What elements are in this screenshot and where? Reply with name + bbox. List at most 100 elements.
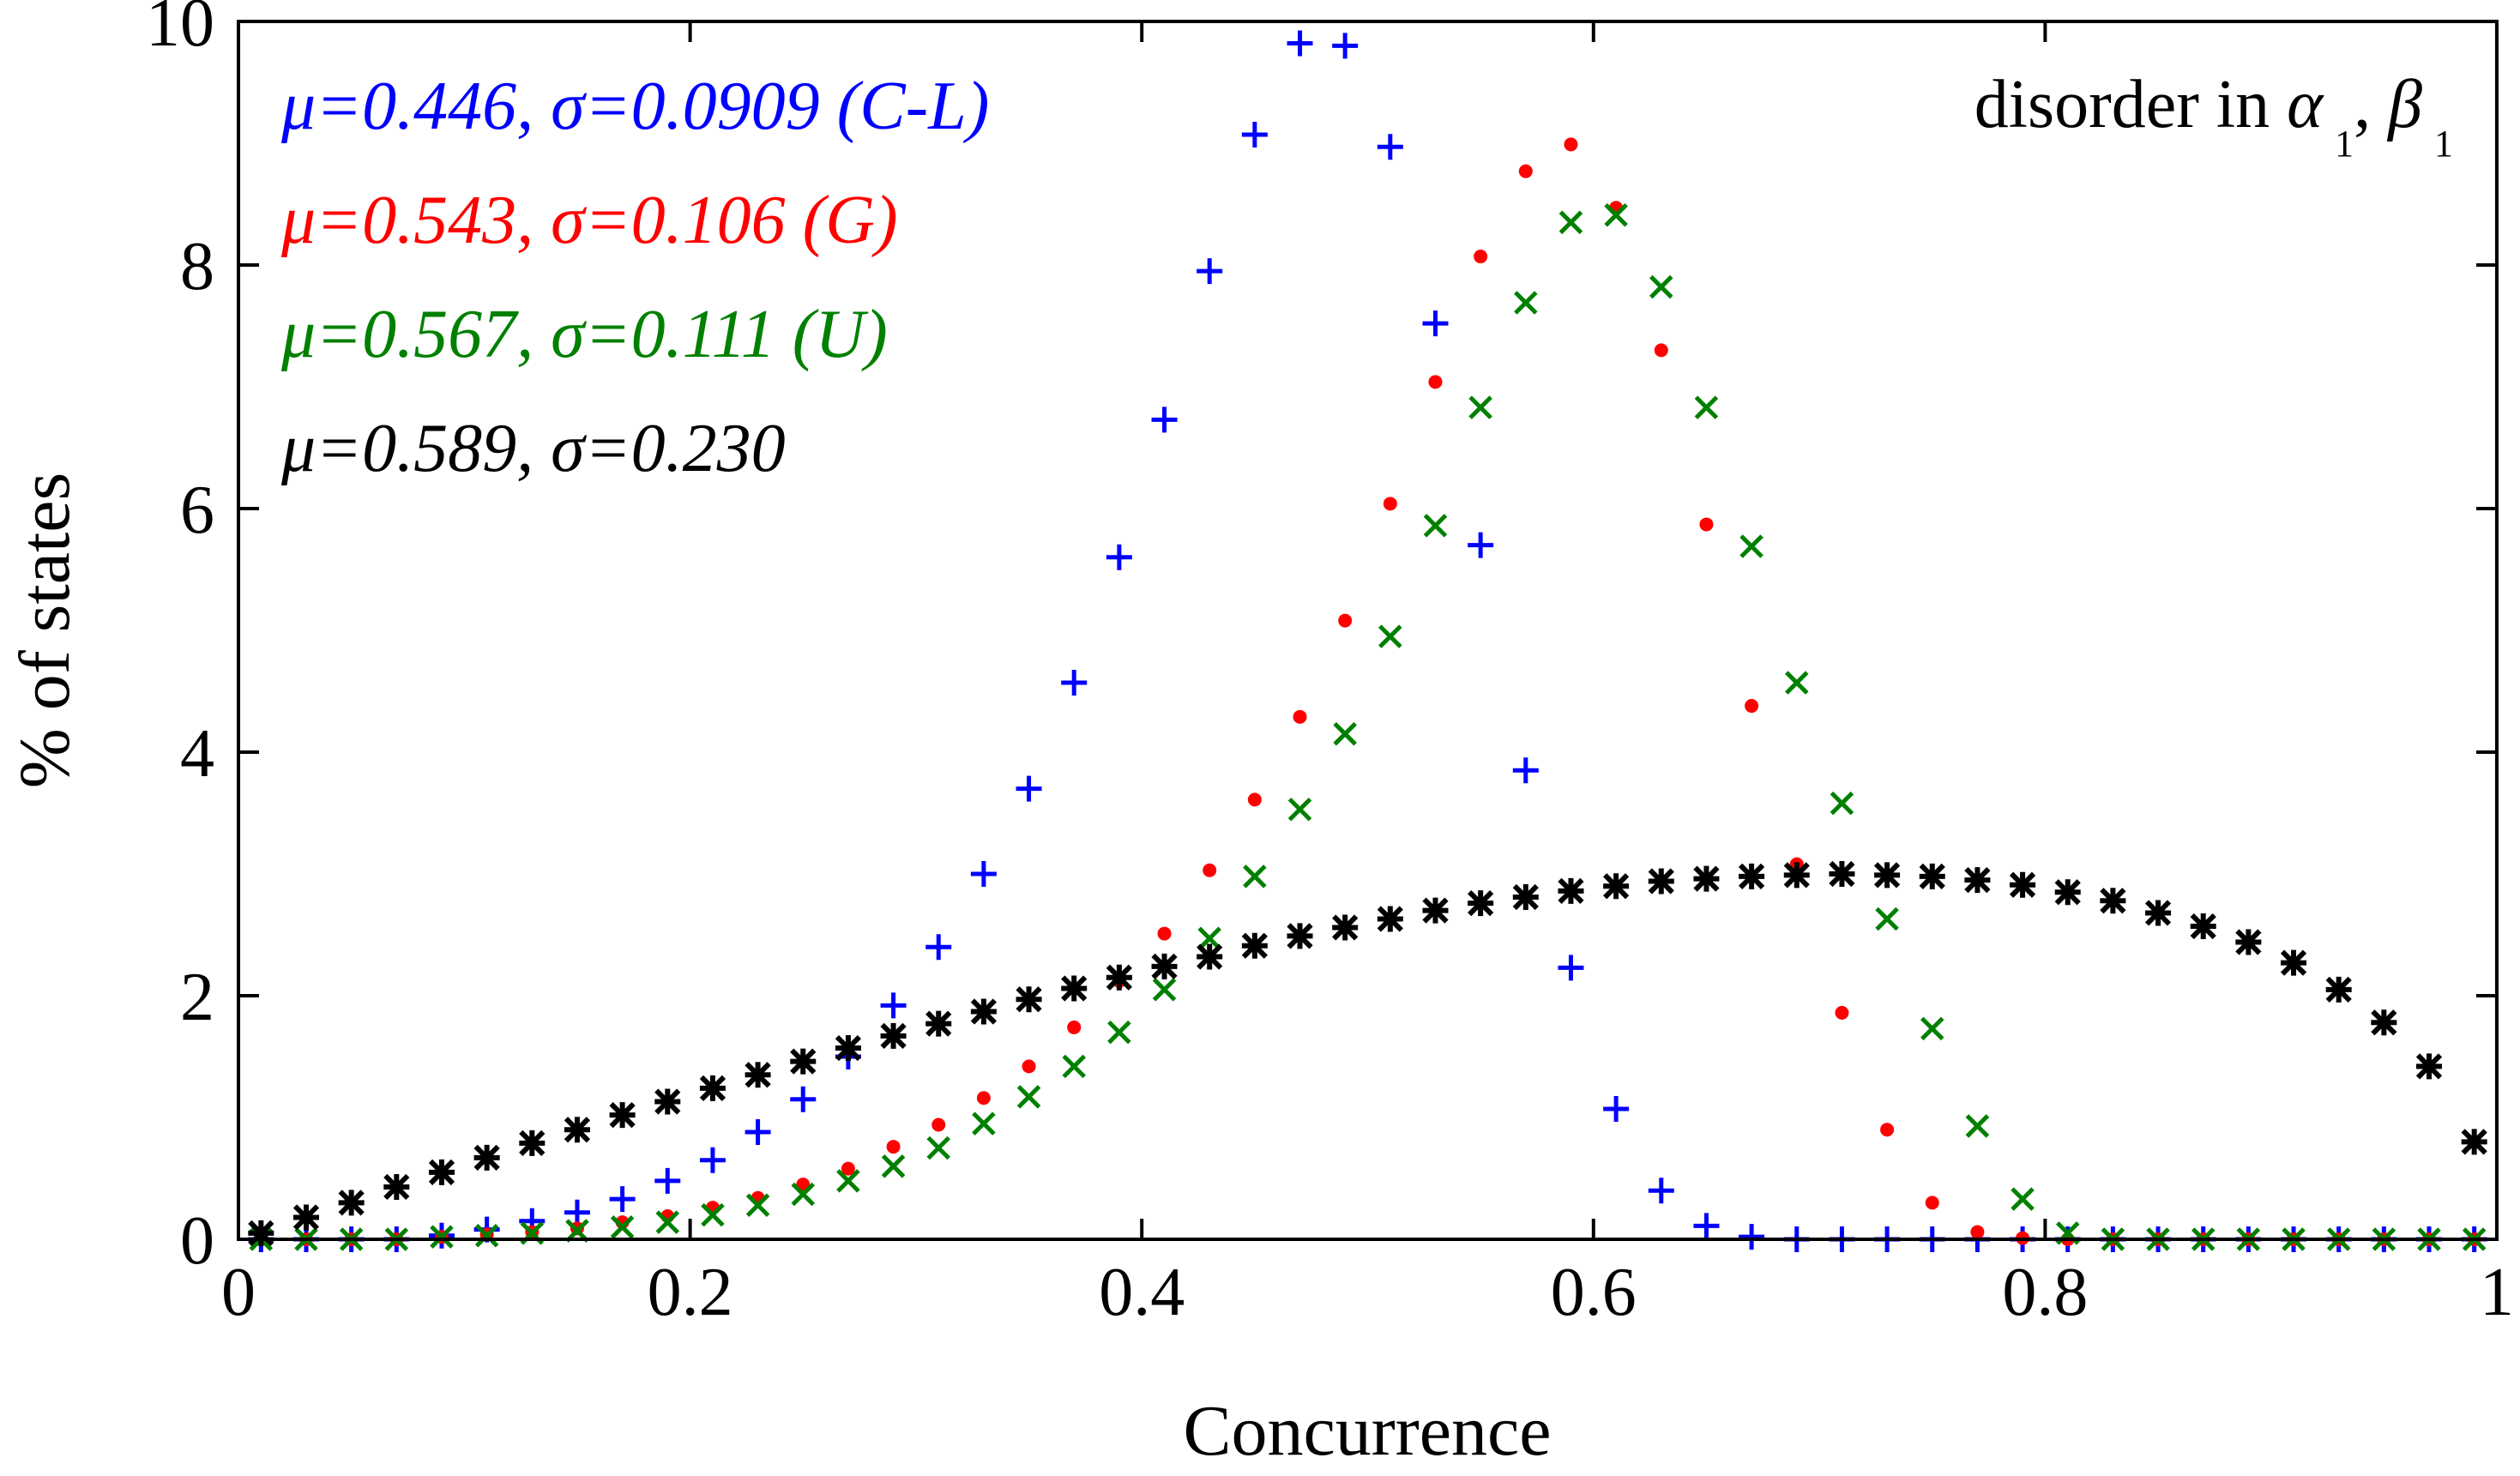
data-point-plus <box>1739 1224 1765 1250</box>
data-point-star <box>1693 865 1720 892</box>
data-point-cross <box>1514 291 1538 315</box>
legend: μ=0.446, σ=0.0909 (C-L) μ=0.543, σ=0.106… <box>280 69 989 486</box>
data-point-cross <box>1287 797 1312 822</box>
data-point-star <box>1197 943 1223 970</box>
data-point-cross <box>1243 865 1267 889</box>
x-tick-label: 0.4 <box>1099 1255 1185 1330</box>
data-point-plus <box>790 1086 817 1112</box>
data-point-plus <box>970 861 997 887</box>
data-point-plus <box>609 1186 636 1213</box>
annotation-prefix: disorder in <box>1974 67 2287 142</box>
data-point-dot <box>1247 792 1262 807</box>
y-axis-title: % of states <box>5 473 85 789</box>
data-point-cross <box>610 1215 635 1239</box>
y-tick-label: 10 <box>146 0 214 61</box>
data-point-plus <box>699 1147 726 1173</box>
data-point-cross <box>1694 395 1719 419</box>
data-point-star <box>2415 1053 2443 1080</box>
x-tick-label: 1 <box>2480 1255 2514 1330</box>
data-point-star <box>699 1075 726 1102</box>
data-point-plus <box>1603 1096 1630 1123</box>
data-point-cross <box>474 1223 499 1248</box>
data-point-plus <box>1332 33 1359 59</box>
legend-entry-cl: μ=0.446, σ=0.0909 (C-L) <box>280 69 989 144</box>
data-point-dot <box>1654 343 1668 358</box>
data-point-plus <box>1512 757 1539 784</box>
data-point-star <box>1648 868 1674 895</box>
data-point-star <box>970 998 998 1025</box>
data-point-star <box>1061 975 1088 1002</box>
data-point-plus <box>1558 955 1584 981</box>
x-tick-label: 0.2 <box>648 1255 733 1330</box>
data-point-dot <box>1564 137 1578 152</box>
data-point-star <box>1738 863 1765 889</box>
data-point-plus <box>1241 122 1268 148</box>
data-point-cross <box>745 1193 770 1218</box>
alpha-subscript: 1 <box>2335 123 2354 165</box>
data-point-plus <box>1693 1213 1720 1239</box>
data-point-dot <box>1835 1005 1849 1020</box>
data-point-cross <box>1785 671 1809 695</box>
data-point-star <box>1468 889 1494 917</box>
data-point-star <box>1332 914 1359 941</box>
data-point-cross <box>1333 721 1357 746</box>
data-point-star <box>473 1144 500 1171</box>
data-point-cross <box>791 1182 816 1207</box>
annotation-separator: , <box>2354 67 2388 142</box>
data-point-dot <box>1067 1020 1082 1034</box>
data-point-star <box>609 1102 636 1129</box>
legend-entry-total: μ=0.589, σ=0.230 <box>280 411 786 486</box>
data-point-cross <box>1965 1114 1990 1138</box>
data-point-star <box>2190 913 2216 940</box>
y-tick-label: 4 <box>180 716 214 792</box>
data-point-plus <box>1197 258 1223 285</box>
data-point-star <box>428 1159 455 1186</box>
data-point-cross <box>1604 203 1628 227</box>
data-point-star <box>790 1048 817 1075</box>
y-tick-label: 6 <box>180 473 214 548</box>
x-axis-title: Concurrence <box>1183 1391 1551 1471</box>
data-point-plus <box>1648 1178 1674 1204</box>
data-point-plus <box>1422 310 1449 337</box>
beta-subscript: 1 <box>2434 123 2453 165</box>
data-point-cross <box>1558 210 1583 235</box>
data-point-dot <box>1925 1196 1939 1210</box>
data-point-cross <box>1016 1085 1041 1109</box>
data-point-star <box>1016 986 1042 1013</box>
x-tick-label: 0.6 <box>1551 1255 1637 1330</box>
data-point-dot <box>1699 517 1714 532</box>
data-point-star <box>1287 923 1313 949</box>
data-point-star <box>2100 888 2126 914</box>
data-point-plus <box>654 1167 681 1194</box>
data-point-dot <box>1022 1059 1036 1074</box>
legend-entry-g: μ=0.543, σ=0.106 (G) <box>280 183 898 258</box>
data-point-cross <box>881 1154 906 1178</box>
data-point-plus <box>1106 544 1132 570</box>
alpha-symbol: α <box>2287 67 2324 142</box>
disorder-annotation: disorder in α1, β1 <box>1974 67 2453 165</box>
data-point-dot <box>1428 375 1443 389</box>
data-point-star <box>1558 877 1584 905</box>
data-point-plus <box>1016 775 1042 802</box>
data-point-star <box>1241 932 1268 959</box>
data-point-cross <box>1197 926 1221 951</box>
legend-entry-u: μ=0.567, σ=0.111 (U) <box>280 297 888 372</box>
data-point-cross <box>1423 514 1448 538</box>
data-point-dot <box>1157 926 1172 941</box>
data-point-star <box>383 1173 410 1201</box>
data-point-star <box>1873 862 1901 889</box>
y-tick-label: 2 <box>180 960 214 1035</box>
data-point-cross <box>1830 791 1854 816</box>
data-point-cross <box>926 1136 950 1160</box>
data-point-star <box>2054 879 2081 906</box>
data-point-plus <box>1287 30 1313 57</box>
data-point-dot <box>1970 1225 1985 1239</box>
data-point-dot <box>931 1118 946 1132</box>
data-point-star <box>2325 976 2352 1003</box>
data-point-star <box>248 1220 274 1247</box>
data-point-star <box>1422 897 1449 924</box>
data-point-star <box>925 1010 952 1037</box>
data-point-cross <box>655 1210 680 1234</box>
